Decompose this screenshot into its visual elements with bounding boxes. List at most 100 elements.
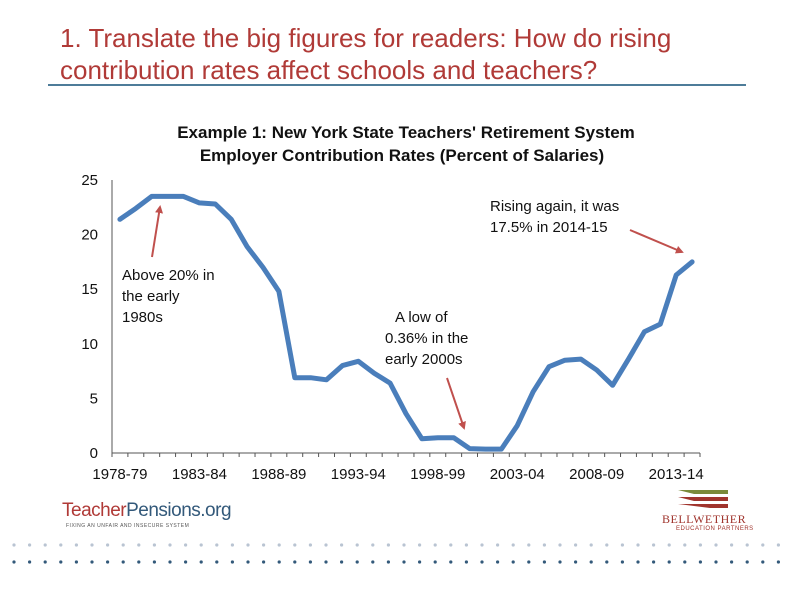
decorative-dot: [59, 560, 63, 564]
decorative-dot: [28, 560, 32, 564]
y-tick-label: 25: [81, 172, 98, 189]
decorative-dot: [43, 543, 47, 547]
decorative-dot: [262, 560, 266, 564]
decorative-dot: [184, 543, 188, 547]
decorative-dot: [418, 543, 422, 547]
annotation-low-2000s: A low of 0.36% in the early 2000s: [385, 309, 468, 368]
x-tick-label: 2013-14: [649, 466, 704, 483]
y-tick-label: 5: [90, 390, 98, 407]
tick-marks: [111, 453, 701, 457]
decorative-dot: [28, 543, 32, 547]
x-tick-label: 2003-04: [490, 466, 545, 483]
y-tick-labels: 0 5 10 15 20 25: [81, 172, 98, 462]
decorative-dot: [74, 543, 78, 547]
decorative-dot: [776, 560, 781, 564]
decorative-dot: [137, 543, 141, 547]
decorative-dot: [137, 560, 141, 564]
bellwether-logo-mark: [678, 490, 728, 508]
decorative-dot: [386, 543, 390, 547]
x-tick-label: 1998-99: [410, 466, 465, 483]
decorative-dot: [402, 560, 406, 564]
x-tick-label: 1983-84: [172, 466, 227, 483]
decorative-dot: [293, 543, 297, 547]
decorative-dot: [620, 560, 625, 564]
decorative-dot: [199, 543, 203, 547]
arrow-early-1980s: [151, 205, 164, 258]
arrow-low-2000s: [446, 377, 466, 430]
bellwether-name: BELLWETHER: [662, 512, 747, 526]
series-line: [117, 193, 695, 452]
x-tick-label: 2008-09: [569, 466, 624, 483]
decorative-dot: [667, 560, 671, 564]
contribution-rate-chart: Example 1: New York State Teachers' Reti…: [81, 123, 703, 483]
decorative-dot: [371, 543, 375, 547]
decorative-dot: [449, 543, 453, 547]
decorative-dot: [418, 560, 422, 564]
decorative-dot: [542, 543, 547, 547]
annotation-low-line3: early 2000s: [385, 351, 463, 368]
decorative-dot: [433, 543, 437, 547]
decorative-dot: [246, 560, 250, 564]
decorative-dot: [90, 543, 94, 547]
decorative-dot: [371, 560, 375, 564]
decorative-dot: [215, 543, 219, 547]
y-tick-label: 0: [90, 445, 98, 462]
decorative-dot: [74, 560, 78, 564]
annotation-early-1980s: Above 20% in the early 1980s: [122, 267, 215, 326]
decorative-dot: [308, 560, 312, 564]
decorative-dot: [683, 560, 687, 564]
decorative-dot: [527, 560, 531, 564]
decorative-dot: [215, 560, 219, 564]
decorative-dot: [714, 543, 718, 547]
decorative-dot: [106, 560, 110, 564]
decorative-dot: [667, 543, 671, 547]
decorative-dot: [43, 560, 47, 564]
decorative-dot: [340, 560, 344, 564]
decorative-dot: [698, 560, 703, 564]
decorative-dot: [496, 560, 500, 564]
decorative-dot: [152, 560, 156, 564]
decorative-dot: [761, 560, 765, 564]
decorative-dot: [511, 560, 515, 564]
decorative-dot: [168, 560, 172, 564]
decorative-dot: [511, 543, 515, 547]
bellwether-subtitle: EDUCATION PARTNERS: [676, 526, 754, 532]
decorative-dot: [324, 543, 328, 547]
decorative-dot: [620, 543, 625, 547]
y-tick-label: 10: [81, 336, 98, 353]
teacherpensions-logo-part1: Teacher: [62, 500, 127, 521]
decorative-dot: [480, 543, 484, 547]
annotation-early-1980s-line2: the early: [122, 288, 180, 305]
decorative-dot: [745, 543, 749, 547]
decorative-dot: [652, 560, 656, 564]
annotation-rising: Rising again, it was 17.5% in 2014-15: [490, 198, 619, 236]
decorative-dot: [277, 560, 281, 564]
decorative-dot: [262, 543, 266, 547]
decorative-dot: [121, 560, 125, 564]
decorative-dots: [12, 543, 781, 564]
decorative-dot: [776, 543, 781, 547]
decorative-dot: [527, 543, 531, 547]
decorative-dot: [589, 560, 593, 564]
teacherpensions-tagline: FIXING AN UNFAIR AND INSECURE SYSTEM: [66, 523, 190, 529]
decorative-dot: [542, 560, 547, 564]
decorative-dot: [152, 543, 156, 547]
y-tick-label: 15: [81, 281, 98, 298]
x-tick-label: 1978-79: [92, 466, 147, 483]
title-divider: [48, 84, 746, 86]
x-tick-label: 1993-94: [331, 466, 386, 483]
annotation-low-line2: 0.36% in the: [385, 330, 468, 347]
decorative-dot: [745, 560, 749, 564]
decorative-dot: [589, 543, 593, 547]
decorative-dot: [558, 560, 562, 564]
decorative-dot: [246, 543, 250, 547]
decorative-dot: [386, 560, 390, 564]
annotation-rising-line1: Rising again, it was: [490, 198, 619, 215]
decorative-dot: [652, 543, 656, 547]
x-tick-labels: 1978-79 1983-84 1988-89 1993-94 1998-99 2003-…: [92, 466, 703, 483]
decorative-dot: [496, 543, 500, 547]
decorative-dot: [12, 543, 16, 547]
annotation-early-1980s-line1: Above 20% in: [122, 267, 215, 284]
decorative-dot: [698, 543, 703, 547]
decorative-dot: [605, 543, 609, 547]
